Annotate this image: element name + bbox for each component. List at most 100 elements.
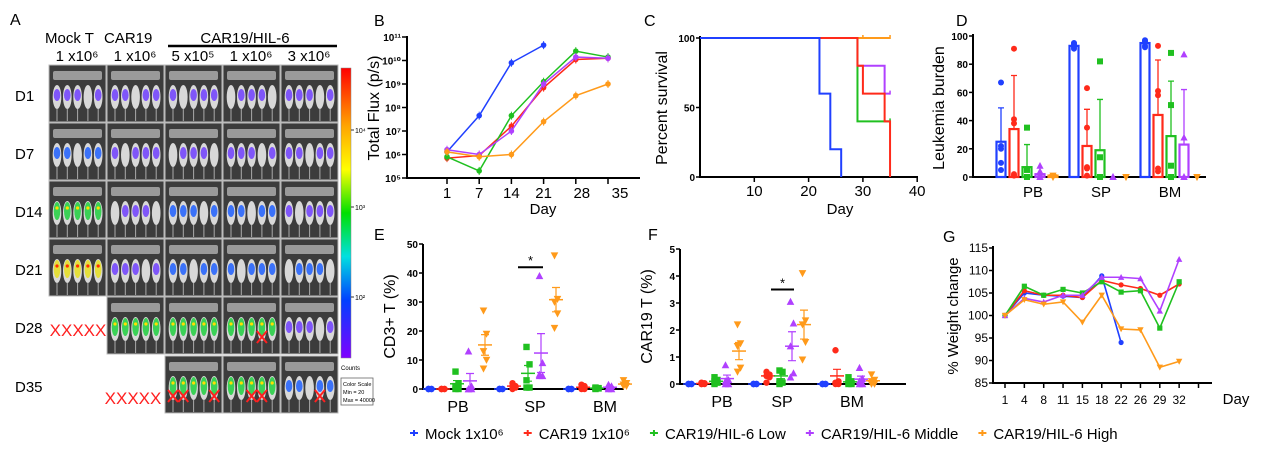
imaging-cell [164, 122, 223, 181]
sem-bar [579, 385, 587, 389]
legend-item: CAR19/HIL-6 High [978, 426, 1118, 443]
y-tick-label: 80 [957, 60, 969, 71]
triangle-up-marker [1180, 50, 1188, 58]
triangle-up-marker [538, 359, 547, 367]
sem-bar [764, 373, 772, 379]
deceased-mark [245, 389, 258, 403]
triangle-up-marker [1117, 273, 1125, 280]
x-tick-label: 1 [443, 185, 451, 202]
square-marker [1021, 283, 1027, 289]
x-tick-label: 10 [746, 183, 763, 200]
legend-item: CAR19/HIL-6 Middle [805, 426, 958, 443]
category-label: BM [1159, 184, 1182, 201]
bioluminescence-signal [190, 147, 197, 159]
series-line [446, 83, 609, 158]
x-tick-label: 4 [1021, 393, 1028, 407]
signal-hotspot [229, 381, 233, 385]
triangle-up-marker [535, 372, 544, 380]
bioluminescence-signal [268, 318, 276, 336]
signal-hotspot [55, 264, 59, 268]
y-tick-label: 100 [968, 309, 988, 323]
bioluminescence-signal [53, 89, 61, 101]
bioluminescence-signal [227, 147, 235, 159]
imaging-cell [222, 64, 281, 123]
bioluminescence-signal [210, 89, 218, 101]
square-marker [1024, 124, 1030, 131]
legend-marker [523, 430, 532, 436]
bioluminescence-signal [64, 147, 71, 159]
y-tick-label: 50 [407, 240, 419, 251]
bioluminescence-signal [132, 147, 139, 159]
square-marker [1099, 279, 1105, 285]
bioluminescence-signal [190, 377, 197, 395]
bioluminescence-signal [248, 318, 255, 336]
deceased-mark [208, 389, 220, 403]
dose-header: 5 x10⁵ [172, 48, 215, 65]
signal-hotspot [192, 381, 196, 385]
bioluminescence-signal [84, 260, 92, 278]
y-tick-label: 1 [669, 353, 675, 364]
legend-label: CAR19/HIL-6 High [993, 426, 1117, 443]
circle-marker [605, 55, 611, 62]
circle-marker [508, 59, 515, 66]
dose-header: 1 x10⁶ [56, 48, 99, 65]
circle-marker [1155, 92, 1161, 99]
triangle-down-marker [1193, 174, 1201, 181]
bioluminescence-signal [248, 263, 255, 275]
circle-marker [540, 118, 547, 125]
bioluminescence-signal [238, 318, 245, 336]
x-tick-label: 7 [475, 185, 483, 202]
bioluminescence-signal [326, 205, 334, 217]
triangle-up-marker [1059, 291, 1067, 298]
bioluminescence-signal [210, 205, 218, 217]
mouse [315, 85, 325, 109]
imaging-shelf [285, 129, 334, 138]
circle-marker [444, 149, 450, 155]
series-line [446, 50, 609, 172]
legend-label: CAR19 1x10⁶ [539, 426, 630, 443]
square-marker [1168, 102, 1174, 109]
imaging-shelf [285, 362, 334, 371]
row-label: D28 [15, 320, 43, 337]
square-marker [526, 361, 533, 368]
y-tick-label: 10 [407, 356, 419, 367]
imaging-shelf [169, 187, 218, 196]
series-line [1004, 258, 1180, 317]
bioluminescence-signal [122, 318, 129, 336]
bioluminescence-signal [132, 263, 139, 275]
significance-star: * [528, 253, 533, 268]
triangle-down-marker [1049, 174, 1057, 181]
x-tick-label: 40 [909, 183, 926, 200]
bioluminescence-signal [122, 263, 129, 275]
circle-marker [573, 54, 579, 60]
triangle-up-marker [1137, 275, 1144, 282]
y-tick-label: 10⁹ [385, 80, 401, 91]
circle-marker [1011, 116, 1017, 123]
y-tick-label: 85 [975, 376, 989, 390]
category-label: PB [447, 399, 468, 416]
imaging-cell [48, 180, 107, 239]
legend-marker [805, 430, 814, 436]
bioluminescence-signal [122, 205, 129, 217]
circle-marker [998, 166, 1004, 173]
square-marker [452, 368, 459, 375]
y-tick-label: 0 [689, 173, 695, 184]
x-axis-label: Day [1223, 391, 1250, 408]
bioluminescence-signal [200, 89, 208, 101]
colorbar-unit: Counts [341, 366, 360, 372]
y-axis-label: Percent survival [654, 51, 671, 165]
mouse [141, 259, 151, 283]
bioluminescence-signal [306, 205, 313, 217]
y-tick-label: 30 [407, 298, 419, 309]
mouse [121, 143, 130, 167]
imaging-cell [48, 64, 107, 123]
signal-hotspot [86, 264, 90, 268]
bioluminescence-signal [268, 205, 276, 217]
mouse [131, 85, 140, 109]
bioluminescence-signal [200, 147, 208, 159]
circle-marker [832, 347, 839, 354]
bioluminescence-signal [142, 147, 150, 159]
imaging-shelf [227, 362, 276, 371]
colorbar [340, 67, 352, 359]
y-tick-label: 10⁶ [385, 151, 401, 162]
